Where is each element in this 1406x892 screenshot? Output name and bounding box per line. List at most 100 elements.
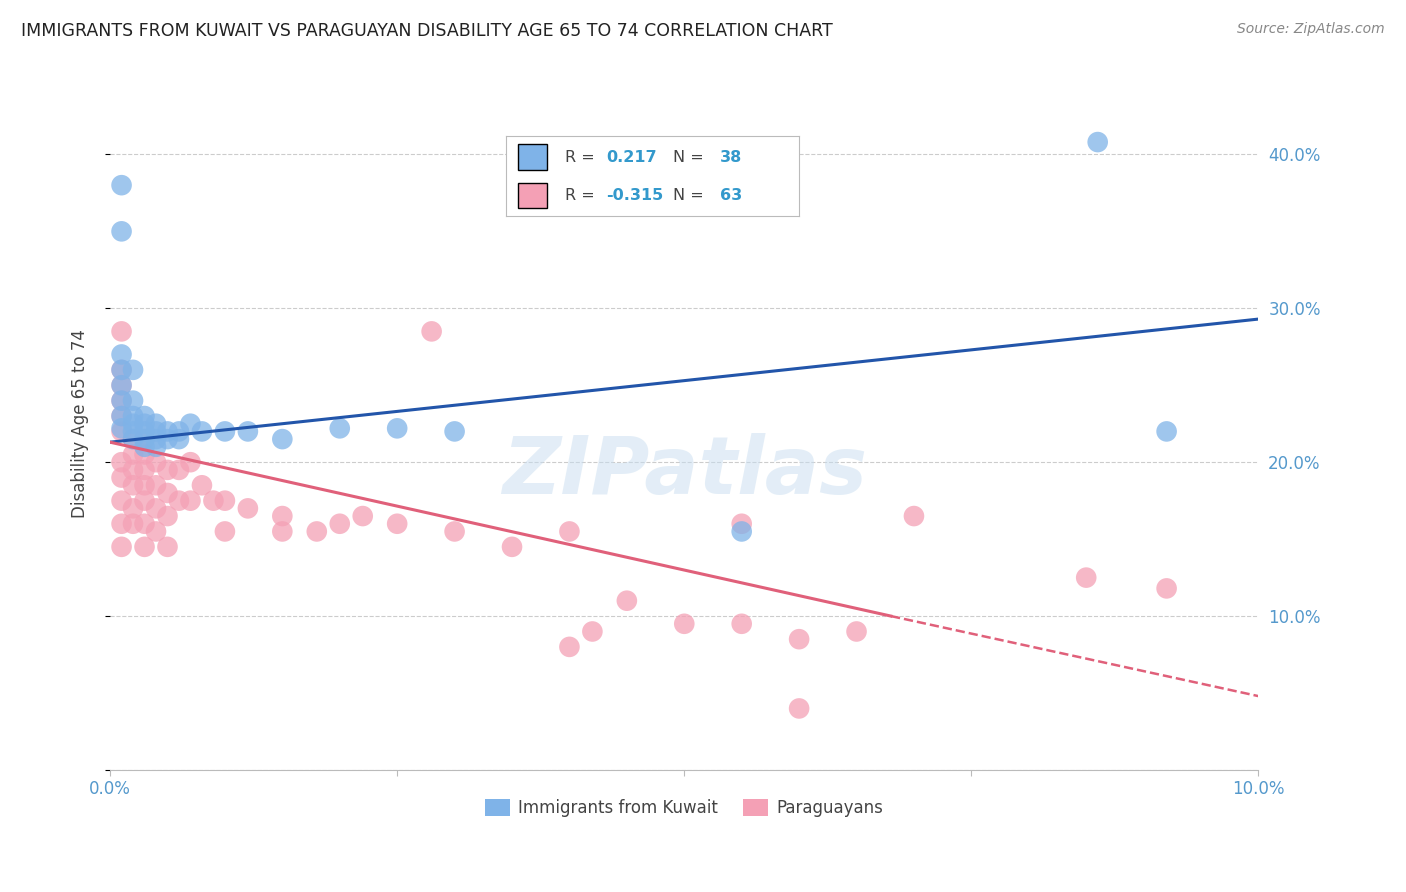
Point [110, 540, 132, 554]
Point [110, 409, 132, 423]
Point [787, 632, 810, 647]
Y-axis label: Disability Age 65 to 74: Disability Age 65 to 74 [72, 329, 89, 518]
Point [156, 540, 179, 554]
Point [134, 448, 156, 462]
Point [110, 347, 132, 361]
Point [122, 363, 145, 377]
Point [145, 501, 167, 516]
Point [731, 616, 754, 631]
Point [214, 425, 236, 439]
Point [110, 324, 132, 338]
Point [352, 509, 374, 524]
Point [110, 393, 132, 408]
Point [145, 455, 167, 469]
Point [179, 493, 201, 508]
Point [122, 409, 145, 423]
Point [236, 425, 259, 439]
Text: IMMIGRANTS FROM KUWAIT VS PARAGUAYAN DISABILITY AGE 65 TO 74 CORRELATION CHART: IMMIGRANTS FROM KUWAIT VS PARAGUAYAN DIS… [21, 22, 832, 40]
Point [122, 425, 145, 439]
Point [134, 516, 156, 531]
Text: ZIPatlas: ZIPatlas [502, 434, 866, 511]
Point [271, 524, 294, 539]
Point [214, 524, 236, 539]
Point [122, 501, 145, 516]
Point [236, 501, 259, 516]
Point [134, 425, 156, 439]
Legend: Immigrants from Kuwait, Paraguayans: Immigrants from Kuwait, Paraguayans [478, 792, 890, 824]
Point [134, 409, 156, 423]
Point [145, 425, 167, 439]
Point [581, 624, 603, 639]
Point [122, 516, 145, 531]
Point [110, 516, 132, 531]
Point [1076, 571, 1098, 585]
Point [167, 493, 190, 508]
Point [122, 448, 145, 462]
Point [122, 393, 145, 408]
Point [673, 616, 696, 631]
Point [110, 363, 132, 377]
Point [558, 640, 581, 654]
Point [134, 478, 156, 492]
Point [191, 478, 214, 492]
Point [110, 378, 132, 392]
Point [156, 486, 179, 500]
Point [110, 409, 132, 423]
Point [110, 224, 132, 238]
Point [420, 324, 443, 338]
Point [167, 463, 190, 477]
Point [145, 478, 167, 492]
Point [271, 432, 294, 446]
Point [156, 509, 179, 524]
Point [110, 493, 132, 508]
Point [903, 509, 925, 524]
Point [145, 524, 167, 539]
Point [179, 455, 201, 469]
Point [271, 509, 294, 524]
Point [134, 463, 156, 477]
Point [134, 417, 156, 431]
Point [443, 425, 465, 439]
Point [167, 425, 190, 439]
Point [558, 524, 581, 539]
Point [110, 378, 132, 392]
Point [443, 524, 465, 539]
Point [501, 540, 523, 554]
Point [385, 516, 408, 531]
Point [156, 425, 179, 439]
Point [134, 493, 156, 508]
Point [122, 478, 145, 492]
Point [329, 516, 352, 531]
Point [1087, 135, 1109, 149]
Point [787, 701, 810, 715]
Point [385, 421, 408, 435]
Point [145, 440, 167, 454]
Point [616, 593, 638, 607]
Point [110, 421, 132, 435]
Point [122, 463, 145, 477]
Point [845, 624, 868, 639]
Point [110, 178, 132, 193]
Point [179, 417, 201, 431]
Point [122, 432, 145, 446]
Point [214, 493, 236, 508]
Point [156, 432, 179, 446]
Text: Source: ZipAtlas.com: Source: ZipAtlas.com [1237, 22, 1385, 37]
Point [110, 393, 132, 408]
Point [122, 417, 145, 431]
Point [305, 524, 328, 539]
Point [202, 493, 225, 508]
Point [329, 421, 352, 435]
Point [145, 432, 167, 446]
Point [191, 425, 214, 439]
Point [122, 432, 145, 446]
Point [134, 440, 156, 454]
Point [1156, 582, 1178, 596]
Point [156, 463, 179, 477]
Point [167, 432, 190, 446]
Point [110, 455, 132, 469]
Point [110, 363, 132, 377]
Point [134, 540, 156, 554]
Point [134, 432, 156, 446]
Point [731, 524, 754, 539]
